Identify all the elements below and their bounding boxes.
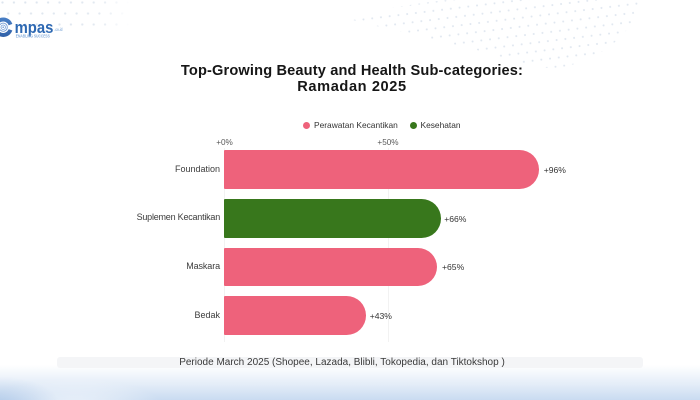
svg-text:ENABLING SUCCESS: ENABLING SUCCESS (16, 34, 50, 39)
svg-text:mpas: mpas (15, 19, 54, 37)
svg-text:.co.id: .co.id (55, 27, 63, 32)
